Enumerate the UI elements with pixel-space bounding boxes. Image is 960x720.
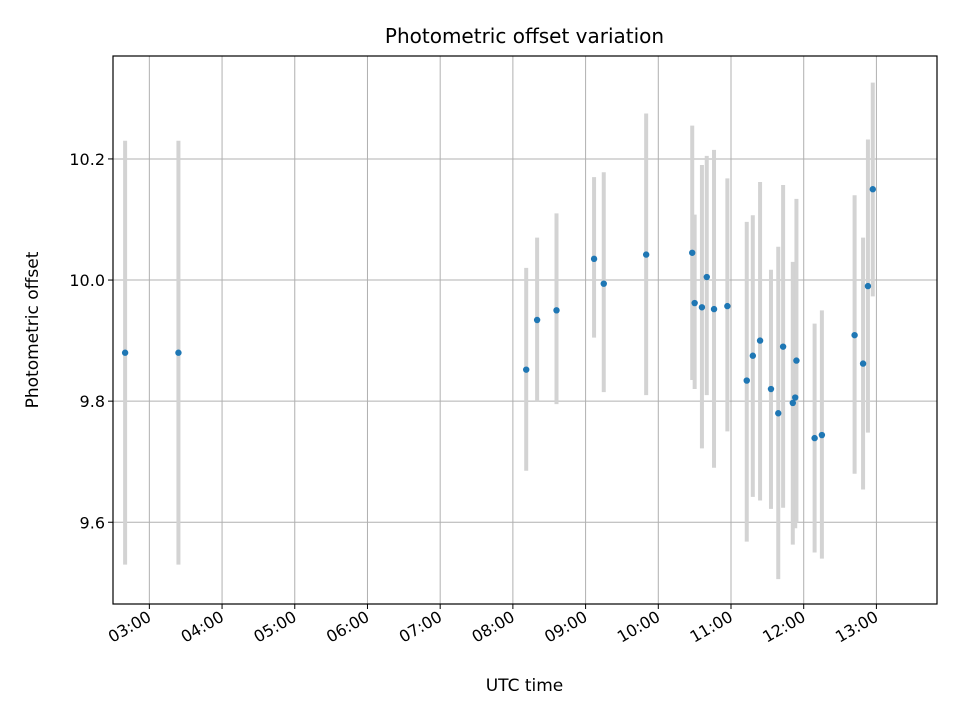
x-tick-label: 12:00 (759, 607, 808, 647)
data-point (864, 282, 872, 290)
data-point (749, 352, 757, 359)
data-point (691, 299, 698, 307)
x-tick-label: 13:00 (832, 607, 881, 647)
x-tick-label: 08:00 (468, 607, 517, 647)
data-point (724, 302, 731, 310)
data-point (859, 360, 867, 367)
data-point (767, 385, 775, 393)
y-tick-label: 10.0 (69, 271, 105, 290)
y-axis-ticks: 9.6 9.8 10.0 10.2 (69, 150, 113, 532)
x-tick-label: 11:00 (687, 607, 736, 647)
data-point (698, 304, 706, 311)
x-tick-label: 07:00 (396, 607, 445, 647)
x-tick-label: 04:00 (178, 607, 227, 647)
data-point (523, 366, 530, 373)
data-point (121, 349, 129, 356)
data-point (811, 434, 818, 442)
y-tick-label: 10.2 (69, 150, 105, 169)
data-point (818, 431, 826, 439)
data-point (533, 316, 541, 324)
data-point (642, 251, 650, 258)
data-point (779, 343, 787, 350)
data-point (175, 349, 182, 356)
data-points (121, 186, 876, 442)
x-tick-label: 10:00 (614, 607, 663, 647)
data-point (789, 399, 796, 407)
data-point (792, 394, 799, 401)
data-point (775, 410, 782, 417)
data-point (756, 337, 764, 344)
y-tick-label: 9.8 (80, 392, 105, 411)
data-point (743, 377, 750, 384)
data-point (710, 305, 718, 313)
x-tick-label: 06:00 (323, 607, 372, 647)
data-point (689, 249, 696, 256)
data-point (869, 186, 876, 193)
data-point (703, 273, 710, 281)
x-axis-ticks: 03:00 04:00 05:00 06:00 07:00 08:00 09:00 10:00… (105, 604, 881, 647)
x-tick-label: 05:00 (250, 607, 299, 647)
data-point (553, 307, 560, 314)
axes-frame (112, 55, 938, 605)
x-tick-label: 09:00 (541, 607, 590, 647)
x-axis-label: UTC time (486, 676, 564, 696)
error-bars (123, 82, 875, 580)
data-point (590, 255, 598, 263)
x-tick-label: 03:00 (105, 607, 154, 647)
data-point (851, 331, 858, 339)
data-point (793, 357, 800, 364)
y-tick-label: 9.6 (80, 513, 105, 532)
y-axis-label: Photometric offset (23, 251, 43, 408)
data-point (600, 280, 607, 287)
chart-title: Photometric offset variation (385, 24, 664, 48)
